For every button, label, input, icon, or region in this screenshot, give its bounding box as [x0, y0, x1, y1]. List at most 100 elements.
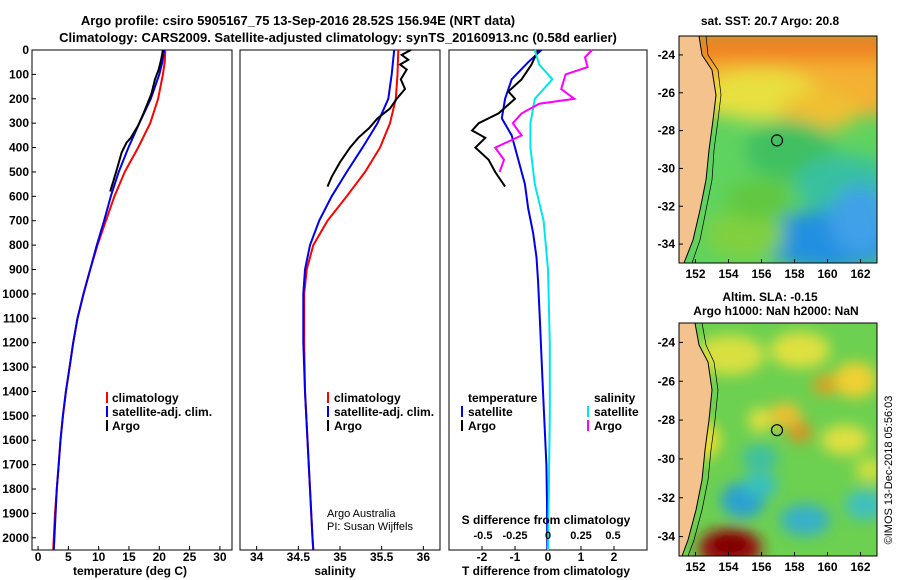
series-line-t-satellite [500, 49, 549, 551]
temperature-legend: climatology satellite-adj. clim. Argo [106, 391, 212, 433]
s-tick-label: -0.5 [474, 530, 493, 542]
lat-tick-label: -34 [658, 237, 676, 251]
depth-tick-label: 1100 [3, 311, 29, 325]
depth-tick-label: 1900 [2, 506, 29, 520]
temperature-panel: 0100200300400500600700800900100011001200… [2, 43, 453, 578]
x-tick-label: 15 [122, 550, 136, 564]
isobath [691, 36, 722, 263]
temperature-x-label: temperature (deg C) [73, 564, 187, 578]
depth-tick-label: 1000 [2, 287, 29, 301]
x-tick-label: 36 [417, 550, 431, 564]
x-tick-label: 2 [611, 550, 618, 564]
difference-series [470, 49, 593, 551]
sst-map-axes: 152 154 156 158 160 162 -24 -26 -28 -30 -32 -34 [658, 48, 871, 281]
legend-s-satellite: satellite [594, 405, 639, 419]
x-tick-label: -1 [510, 550, 521, 564]
salinity-legend: climatology satellite-adj. clim. Argo [327, 391, 434, 433]
lon-tick-label: 152 [685, 560, 705, 574]
x-tick-label: -2 [477, 550, 488, 564]
coastline [681, 323, 713, 556]
sla-map-axes: 152 154 156 158 160 162 -24 -26 -28 -30 -32 -34 [658, 335, 871, 574]
attribution-line-1: Argo Australia [327, 508, 396, 520]
s-difference-label: S difference from climatology [462, 513, 631, 527]
sla-map-frame [678, 322, 878, 557]
depth-tick-label: 1300 [2, 360, 29, 374]
x-tick-label: 34 [250, 550, 264, 564]
x-tick-label: 20 [153, 550, 167, 564]
s-tick-label: 0.5 [605, 530, 620, 542]
depth-tick-label: 1600 [2, 433, 29, 447]
salinity-x-label: salinity [314, 564, 356, 578]
attribution-line-2: PI: Susan Wijffels [327, 521, 413, 533]
depth-tick-label: 2000 [2, 531, 29, 545]
lat-tick-label: -34 [658, 530, 676, 544]
lat-tick-label: -32 [658, 199, 676, 213]
legend-argo: Argo [334, 419, 362, 433]
temperature-axes-frame [31, 49, 233, 551]
legend-climatology: climatology [112, 391, 179, 405]
lon-tick-label: 156 [751, 560, 771, 574]
lon-tick-label: 154 [718, 560, 738, 574]
depth-tick-label: 0 [22, 43, 29, 57]
x-tick-label: 0 [545, 550, 552, 564]
title-line-2: Climatology: CARS2009. Satellite-adjuste… [59, 30, 617, 45]
depth-tick-label: 600 [9, 189, 29, 203]
legend-salinity-header: salinity [594, 391, 636, 405]
depth-tick-label: 300 [9, 116, 29, 130]
lat-tick-label: -24 [658, 48, 676, 62]
title-line-1: Argo profile: csiro 5905167_75 13-Sep-20… [81, 13, 515, 28]
x-tick-label: 0 [35, 550, 42, 564]
lat-tick-label: -32 [658, 491, 676, 505]
lat-tick-label: -24 [658, 335, 676, 349]
argo-location-marker [770, 424, 784, 437]
sla-map-field [679, 323, 877, 556]
temperature-series [52, 49, 167, 551]
temperature-diff-legend: temperature satellite Argo [461, 391, 538, 433]
series-line-argo [326, 49, 412, 187]
lon-tick-label: 162 [850, 267, 870, 281]
depth-tick-label: 800 [9, 238, 29, 252]
t-difference-x-label: T difference from climatology [462, 564, 630, 578]
isobath [687, 323, 719, 556]
legend-s-argo: Argo [594, 419, 622, 433]
x-tick-label: 34.5 [287, 550, 311, 564]
lon-tick-label: 156 [751, 267, 771, 281]
coastline [683, 36, 717, 263]
australia-land [679, 36, 716, 263]
argo-location-marker [770, 134, 784, 147]
s-difference-ticks: -0.5 -0.25 0 0.25 0.5 [474, 530, 621, 542]
depth-tick-label: 200 [9, 92, 29, 106]
s-tick-label: -0.25 [502, 530, 527, 542]
sst-map-frame [678, 35, 878, 264]
lon-tick-label: 162 [850, 560, 870, 574]
lat-tick-label: -30 [658, 161, 676, 175]
australia-land [679, 323, 712, 556]
lat-tick-label: -26 [658, 374, 676, 388]
depth-tick-label: 700 [9, 214, 29, 228]
salinity-diff-legend: salinity satellite Argo [587, 391, 639, 433]
x-tick-label: 35 [333, 550, 347, 564]
series-line-s-satellite [529, 49, 554, 551]
x-tick-label: 1 [578, 550, 585, 564]
lat-tick-label: -28 [658, 124, 676, 138]
sst-map-title: sat. SST: 20.7 Argo: 20.8 [701, 14, 840, 28]
lon-tick-label: 158 [784, 560, 804, 574]
legend-t-argo: Argo [468, 419, 496, 433]
salinity-x-axis: 34 34.5 35 35.5 36 [250, 546, 430, 564]
sst-map-panel: sat. SST: 20.7 Argo: 20.8 152 154 156 158 16… [658, 14, 878, 281]
series-line-argo [109, 49, 164, 192]
sst-map-field [679, 36, 877, 263]
salinity-axes-frame [239, 49, 441, 551]
legend-temperature-header: temperature [468, 391, 538, 405]
x-tick-label: 35.5 [370, 550, 394, 564]
temperature-x-axis: 0 5 10 15 20 25 30 [35, 546, 227, 564]
s-tick-label: 0 [545, 530, 551, 542]
sla-map-panel: Altim. SLA: -0.15 Argo h1000: NaN h2000:… [658, 290, 878, 574]
lat-tick-label: -30 [658, 452, 676, 466]
depth-tick-label: 1200 [2, 336, 29, 350]
sla-map-subtitle: Argo h1000: NaN h2000: NaN [693, 304, 858, 318]
lon-tick-label: 158 [784, 267, 804, 281]
series-line-t-argo [470, 49, 540, 188]
s-tick-label: 0.25 [570, 530, 591, 542]
